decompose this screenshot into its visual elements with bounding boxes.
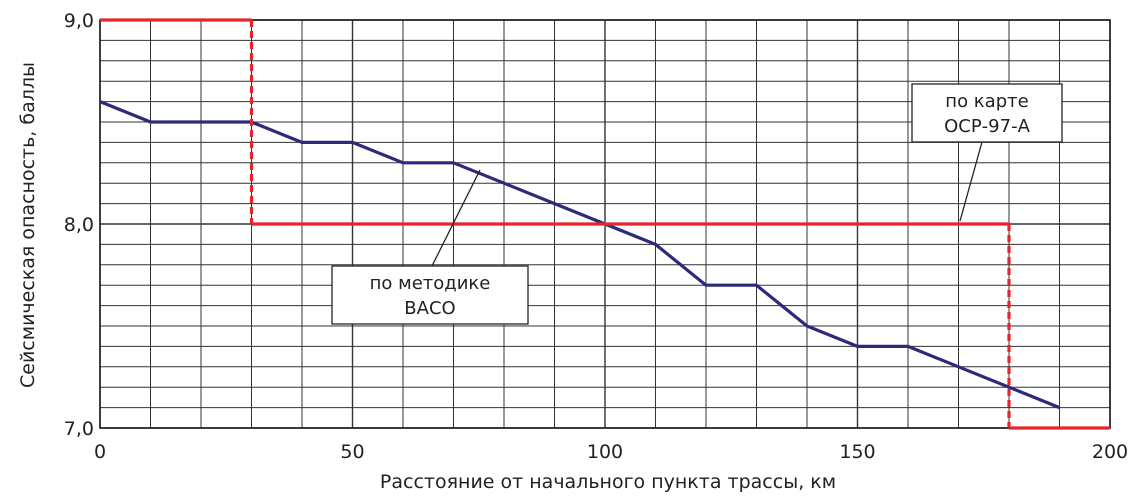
- x-tick-label: 150: [839, 441, 875, 463]
- x-tick-label: 0: [94, 441, 106, 463]
- annotations: по методике ВАСО по карте ОСР-97-А: [331, 83, 1063, 325]
- y-tick-label: 7,0: [64, 418, 94, 440]
- series: [99, 18, 1110, 430]
- x-tick-label: 200: [1092, 441, 1128, 463]
- y-tick-label: 8,0: [64, 214, 94, 236]
- annotation-text: по карте: [945, 91, 1028, 112]
- x-axis-label: Расстояние от начального пункта трассы, …: [380, 471, 836, 493]
- y-axis-label: Сейсмическая опасность, баллы: [17, 62, 39, 388]
- annotation-text: по методике: [370, 273, 491, 294]
- annotation-leader: [959, 141, 983, 222]
- annotation-box: [331, 265, 529, 325]
- annotation-text: ОСР-97-А: [944, 116, 1030, 137]
- y-tick-label: 9,0: [64, 10, 94, 32]
- annotation-leader: [431, 169, 481, 267]
- x-tick-label: 100: [587, 441, 623, 463]
- ticks: 0 50 100 150 200 7,0 8,0 9,0: [64, 10, 1128, 463]
- annotation-text: ВАСО: [404, 298, 455, 319]
- series-0-line: [99, 100, 1061, 410]
- annotation-box: [911, 83, 1063, 143]
- x-tick-label: 50: [340, 441, 364, 463]
- plot-frame: [99, 19, 1111, 429]
